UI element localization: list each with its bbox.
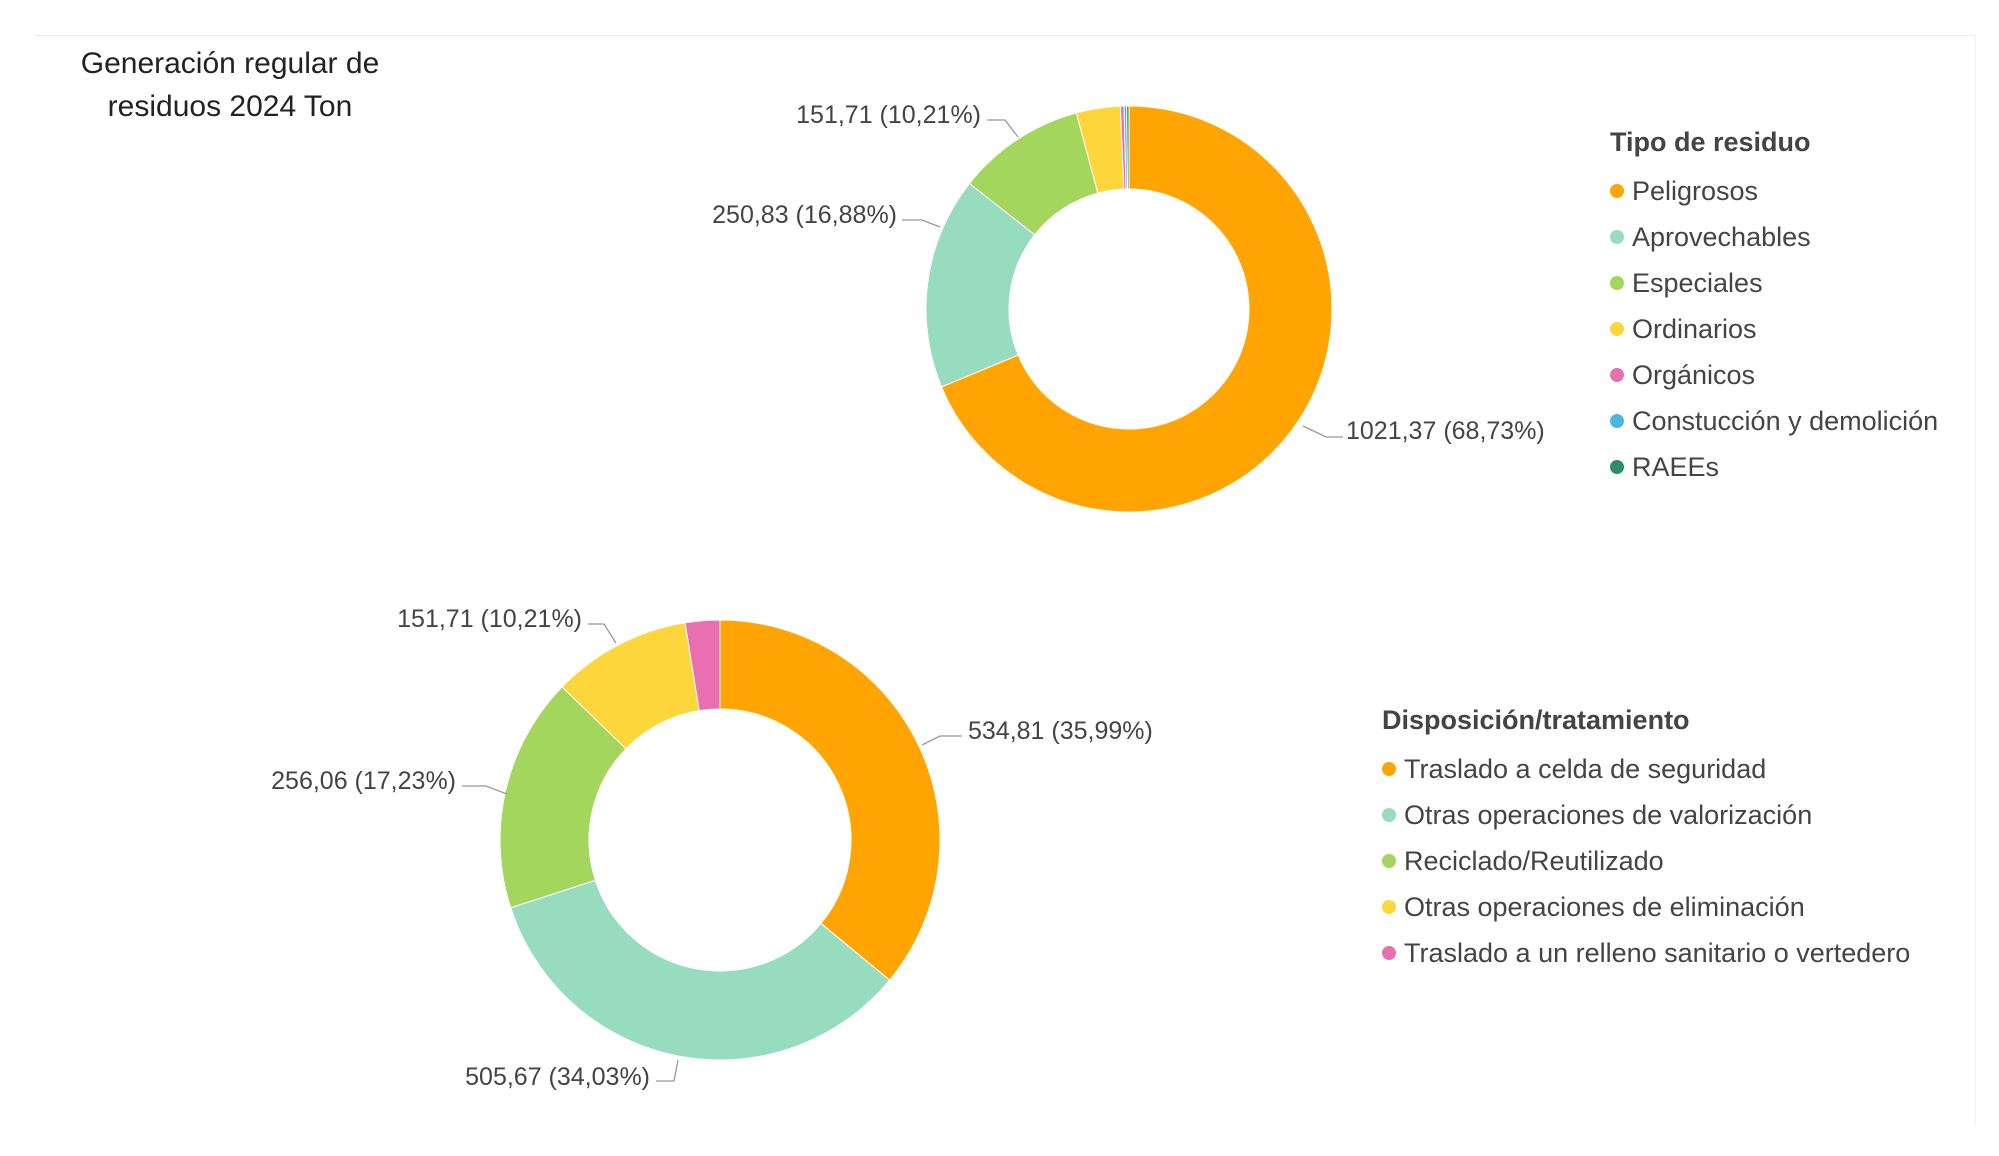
legend-item[interactable]: RAEEs xyxy=(1610,444,1938,490)
legend-dot-icon xyxy=(1610,414,1624,428)
chart1-slice-1[interactable] xyxy=(510,879,891,1061)
legend-label: Traslado a un relleno sanitario o verted… xyxy=(1404,937,1911,968)
legend-dot-icon xyxy=(1382,854,1396,868)
legend-item[interactable]: Constucción y demolición xyxy=(1610,398,1938,444)
legend-dot-icon xyxy=(1610,230,1624,244)
legend-item[interactable]: Reciclado/Reutilizado xyxy=(1382,838,1910,884)
legend-title: Tipo de residuo xyxy=(1610,127,1811,157)
chart1-data-label-1: 505,67 (34,03%) xyxy=(465,1063,650,1091)
chart0-leader-2 xyxy=(987,119,1019,138)
legend-dot-icon xyxy=(1610,184,1624,198)
legend-label: Aprovechables xyxy=(1632,221,1811,252)
legend-label: Especiales xyxy=(1632,267,1763,298)
legend-dot-icon xyxy=(1610,322,1624,336)
legend-item[interactable]: Otras operaciones de eliminación xyxy=(1382,884,1910,930)
legend-label: Ordinarios xyxy=(1632,313,1757,344)
chart1-leader-1 xyxy=(656,1059,679,1082)
chart1-data-label-2: 256,06 (17,23%) xyxy=(271,767,456,795)
chart1-slice-4[interactable] xyxy=(684,619,721,712)
legend-item[interactable]: Ordinarios xyxy=(1610,306,1938,352)
legend-disposicion: Disposición/tratamiento Traslado a celda … xyxy=(1382,705,1910,976)
legend-dot-icon xyxy=(1610,460,1624,474)
chart1-data-label-0: 534,81 (35,99%) xyxy=(968,717,1153,745)
legend-dot-icon xyxy=(1382,762,1396,776)
chart-title: Generación regular de residuos 2024 Ton xyxy=(80,47,380,123)
chart1-leader-0 xyxy=(921,735,962,746)
legend-item[interactable]: Otras operaciones de valorización xyxy=(1382,792,1910,838)
chart1-leader-3 xyxy=(588,623,617,644)
chart-panel xyxy=(35,35,1976,1126)
legend-dot-icon xyxy=(1382,808,1396,822)
legend-label: RAEEs xyxy=(1632,451,1720,482)
chart0-data-label-1: 250,83 (16,88%) xyxy=(712,201,897,229)
legend-title: Disposición/tratamiento xyxy=(1382,705,1690,735)
chart1-slice-2[interactable] xyxy=(499,686,627,909)
legend-label: Orgánicos xyxy=(1632,359,1756,390)
chart0-leader-1 xyxy=(902,219,941,228)
legend-tipo-residuo: Tipo de residuo Peligrosos Aprovechables Es… xyxy=(1610,127,1938,490)
chart1-data-label-3: 151,71 (10,21%) xyxy=(397,605,582,633)
legend-item[interactable]: Especiales xyxy=(1610,260,1938,306)
legend-item[interactable]: Traslado a celda de seguridad xyxy=(1382,746,1910,792)
chart0-leader-0 xyxy=(1302,425,1343,438)
legend-label: Otras operaciones de valorización xyxy=(1404,799,1813,830)
legend-label: Peligrosos xyxy=(1632,175,1759,206)
legend-label: Traslado a celda de seguridad xyxy=(1404,753,1767,784)
legend-dot-icon xyxy=(1610,276,1624,290)
legend-label: Constucción y demolición xyxy=(1632,405,1939,436)
chart0-data-label-2: 151,71 (10,21%) xyxy=(796,101,981,129)
legend-item[interactable]: Orgánicos xyxy=(1610,352,1938,398)
legend-label: Reciclado/Reutilizado xyxy=(1404,845,1664,876)
legend-dot-icon xyxy=(1610,368,1624,382)
chart0-slice-1[interactable] xyxy=(925,182,1036,388)
legend-dot-icon xyxy=(1382,946,1396,960)
chart1-leader-2 xyxy=(462,785,508,795)
legend-dot-icon xyxy=(1382,900,1396,914)
legend-item[interactable]: Traslado a un relleno sanitario o verted… xyxy=(1382,930,1910,976)
legend-item[interactable]: Aprovechables xyxy=(1610,214,1938,260)
chart0-data-label-0: 1021,37 (68,73%) xyxy=(1346,417,1545,445)
legend-label: Otras operaciones de eliminación xyxy=(1404,891,1805,922)
chart0-slice-0[interactable] xyxy=(940,105,1333,513)
chart0-slice-6[interactable] xyxy=(1126,105,1130,190)
chart1-slice-0[interactable] xyxy=(719,619,941,981)
legend-item[interactable]: Peligrosos xyxy=(1610,168,1938,214)
